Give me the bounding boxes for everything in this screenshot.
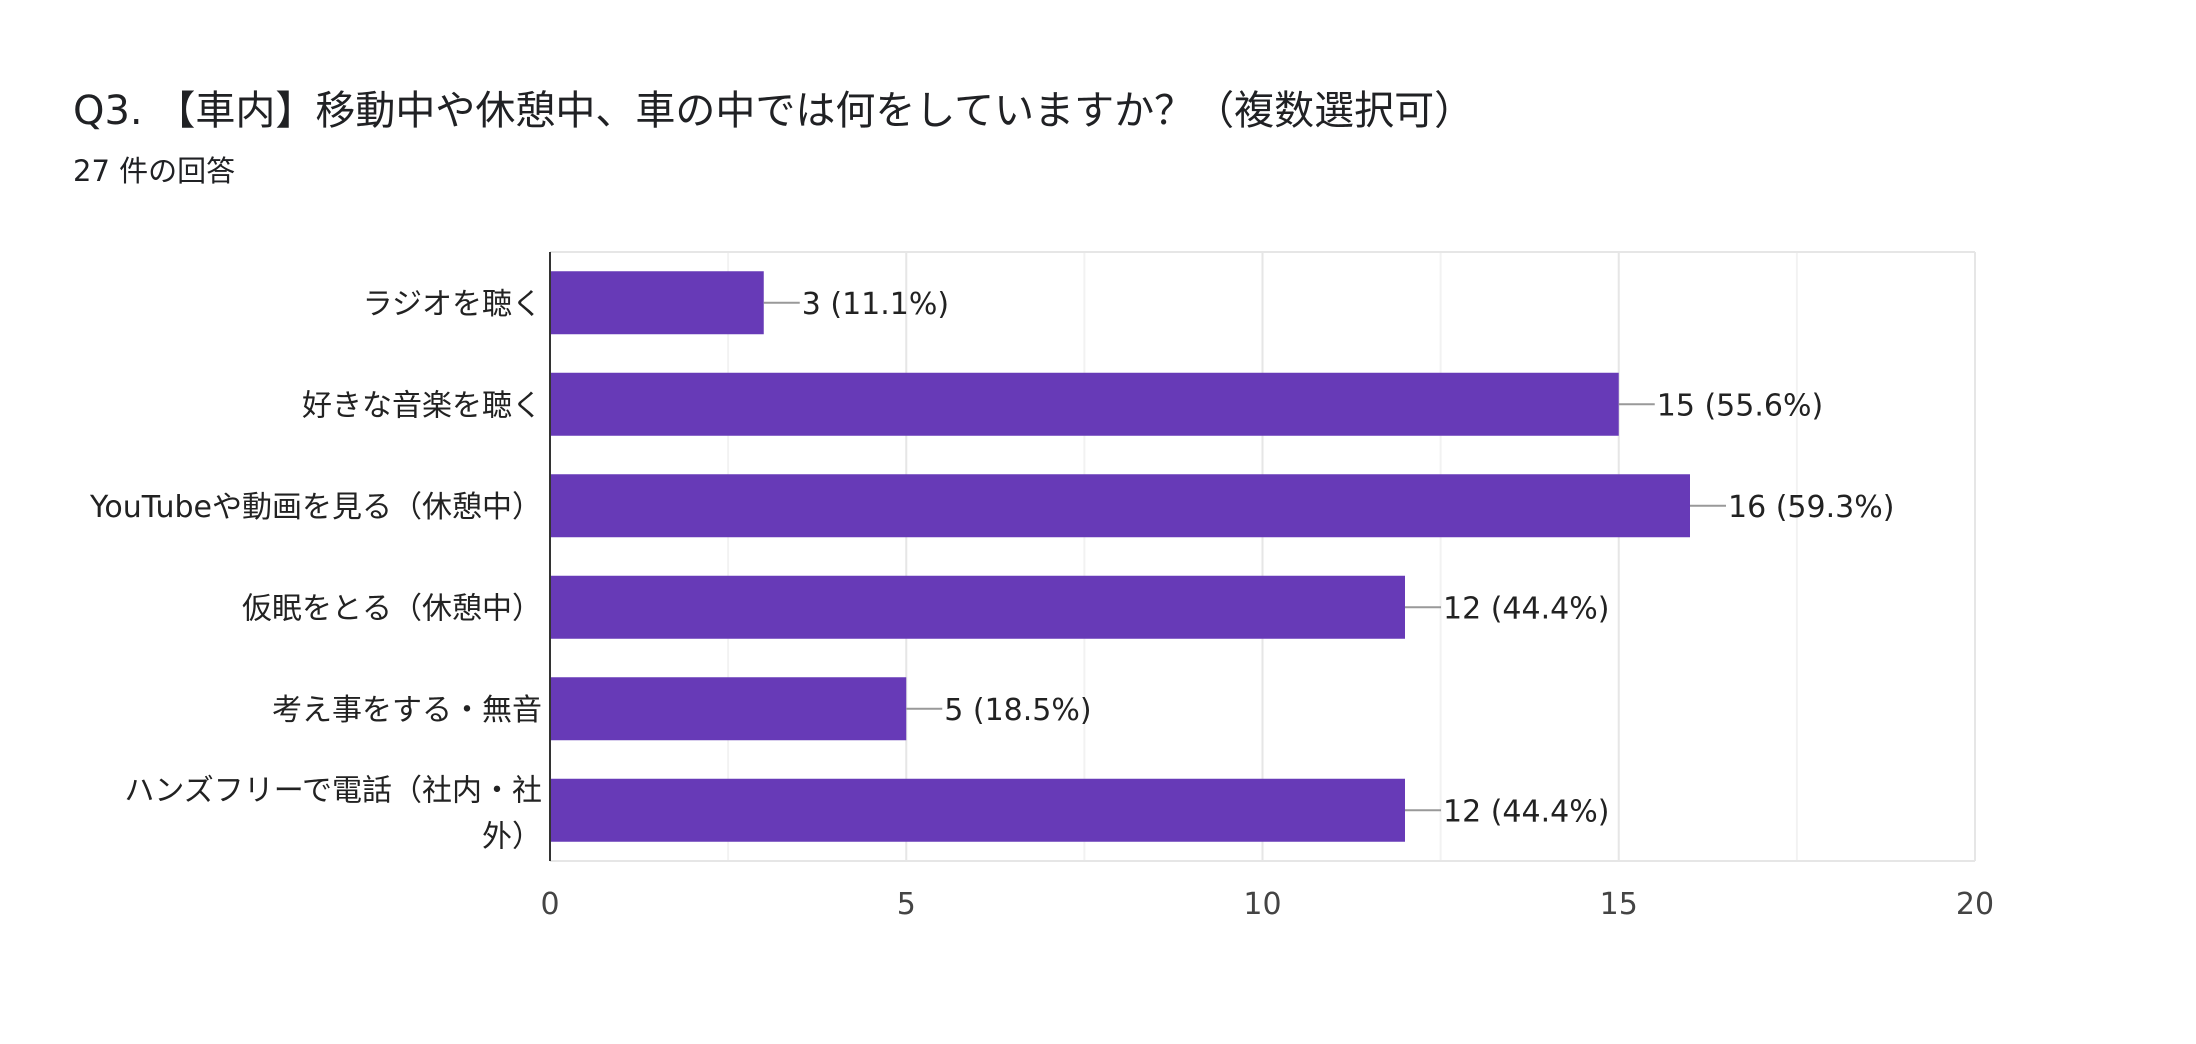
bar [550, 271, 764, 335]
data-label: 3 (11.1%) [802, 287, 949, 322]
x-tick-label: 20 [1956, 887, 1994, 922]
bar [550, 474, 1690, 538]
x-tick-label: 5 [897, 887, 916, 922]
x-tick-label: 0 [540, 887, 559, 922]
category-label: 仮眠をとる（休憩中） [242, 591, 542, 626]
data-label: 12 (44.4%) [1443, 591, 1609, 626]
category-label: YouTubeや動画を見る（休憩中） [89, 490, 542, 525]
category-label: 考え事をする・無音 [272, 693, 542, 728]
bar [550, 575, 1405, 639]
bar [550, 778, 1405, 842]
category-label: ハンズフリーで電話（社内・社 [124, 773, 542, 808]
bar [550, 677, 907, 741]
chart-title: Q3. 【車内】移動中や休憩中、車の中では何をしていますか？（複数選択可） [73, 88, 1475, 134]
response-count: 27 件の回答 [73, 154, 236, 188]
data-label: 5 (18.5%) [944, 693, 1091, 728]
category-label: ラジオを聴く [363, 287, 542, 322]
data-label: 16 (59.3%) [1728, 490, 1894, 525]
data-label: 15 (55.6%) [1657, 388, 1823, 423]
category-label: 外） [482, 819, 542, 854]
x-tick-label: 10 [1243, 887, 1281, 922]
x-tick-label: 15 [1600, 887, 1638, 922]
bar [550, 372, 1619, 436]
data-label: 12 (44.4%) [1443, 794, 1609, 829]
category-label: 好きな音楽を聴く [302, 388, 542, 423]
